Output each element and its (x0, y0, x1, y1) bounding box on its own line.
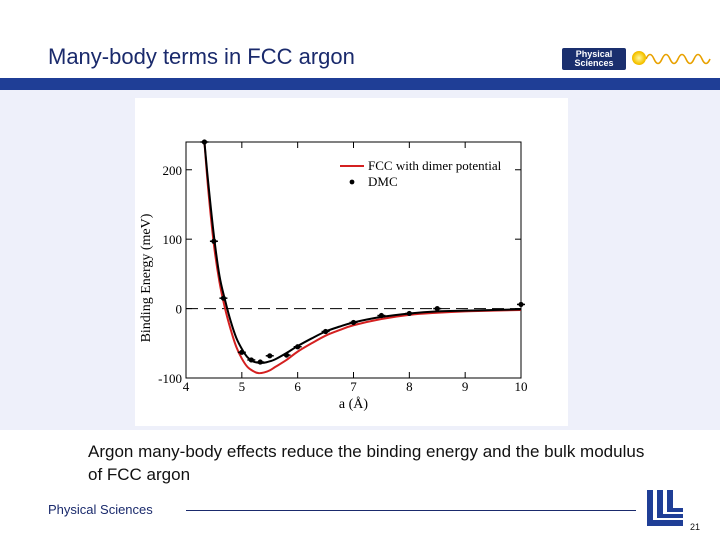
legend-label-dmc: DMC (368, 174, 398, 189)
x-tick-label: 8 (406, 379, 413, 394)
slide-caption: Argon many-body effects reduce the bindi… (88, 442, 645, 484)
y-tick-label: 100 (163, 232, 183, 247)
dmc-point (518, 301, 524, 308)
legend-swatch-dmc (349, 179, 355, 185)
plot-frame (185, 141, 522, 379)
legend: FCC with dimer potential DMC (340, 158, 502, 189)
series-line-1 (203, 141, 522, 364)
x-tick-label: 9 (462, 379, 469, 394)
dmc-point (322, 328, 329, 335)
dmc-point (257, 359, 263, 365)
dmc-point (283, 352, 290, 358)
dmc-point (295, 344, 301, 350)
logo-badge: Physical Sciences (562, 48, 626, 70)
y-tick-label: -100 (158, 371, 182, 386)
page-number: 21 (690, 522, 701, 532)
dmc-point (350, 319, 357, 326)
x-axis-label: a (Å) (339, 396, 368, 412)
x-tick-label: 7 (350, 379, 357, 394)
x-tick-label: 10 (515, 379, 528, 394)
dmc-point (406, 310, 412, 317)
dmc-point (239, 349, 245, 355)
x-tick-label: 5 (239, 379, 246, 394)
plot-background (135, 98, 568, 426)
dmc-point (378, 312, 385, 319)
series-layer (200, 139, 525, 375)
series-line-0 (203, 141, 522, 375)
logo-text-line2: Sciences (574, 58, 614, 68)
dmc-point (434, 305, 440, 312)
sun-icon (632, 51, 646, 65)
axis-ticks: 4 5 6 7 8 9 10 -100 0 100 200 (158, 142, 528, 394)
y-tick-label: 0 (176, 302, 183, 317)
dmc-point (201, 139, 208, 145)
x-tick-label: 4 (183, 379, 190, 394)
logo-text-line1: Physical (575, 49, 613, 59)
footer-rule (186, 510, 636, 511)
x-tick-label: 6 (294, 379, 301, 394)
dmc-point (211, 238, 217, 244)
y-axis-label: Binding Energy (meV) (139, 213, 154, 342)
wave-icon (646, 53, 711, 65)
physical-sciences-logo: Physical Sciences (562, 46, 712, 72)
lab-logo-icon (647, 490, 683, 526)
title-bar (0, 78, 720, 90)
slide-title: Many-body terms in FCC argon (48, 44, 355, 69)
dmc-point (220, 295, 227, 301)
footer-label: Physical Sciences (48, 502, 153, 517)
dmc-point (267, 353, 273, 359)
y-tick-label: 200 (163, 163, 183, 178)
legend-label-dimer: FCC with dimer potential (368, 158, 502, 173)
dmc-point (248, 357, 254, 363)
